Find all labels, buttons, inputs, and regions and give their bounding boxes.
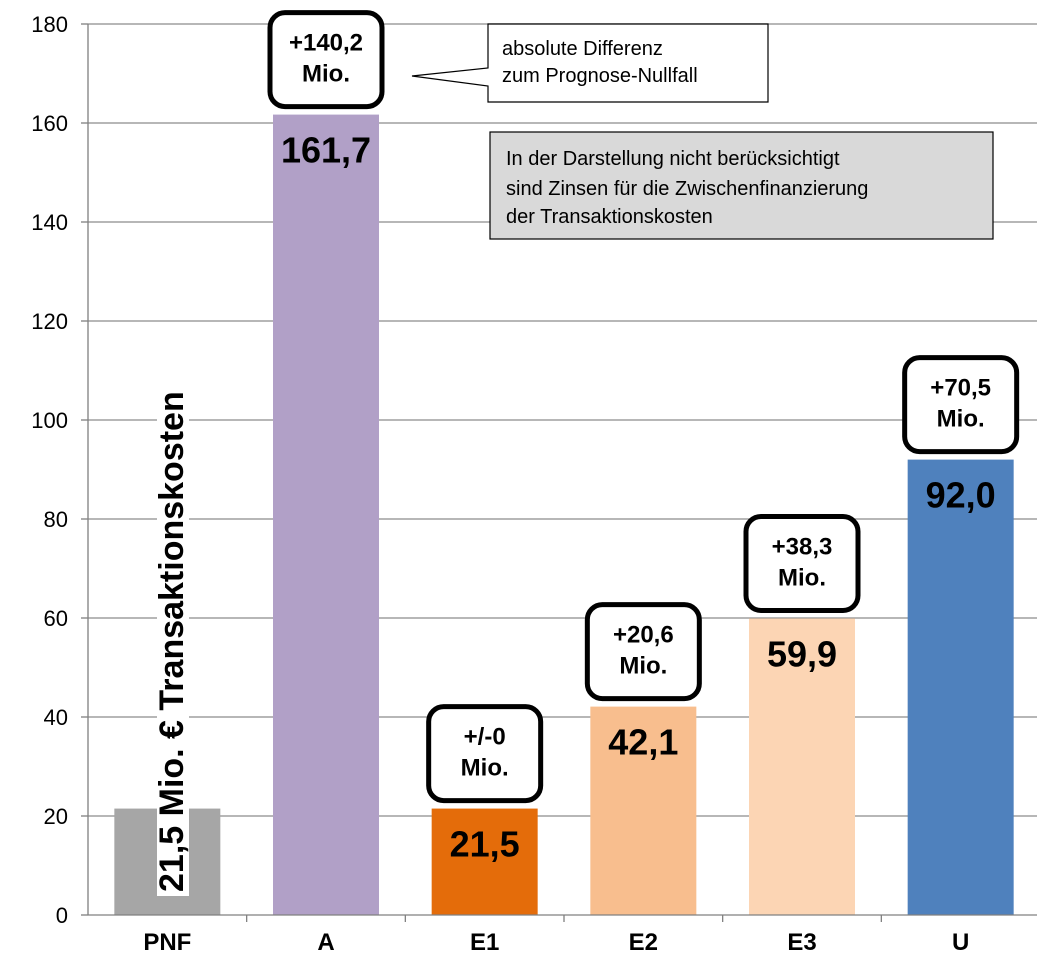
diff-badge-e1: +/-0 Mio. — [426, 704, 544, 804]
y-tick-labels: 0 20 40 60 80 100 120 140 160 180 — [31, 12, 68, 928]
diff-badge-text-a-0: +140,2 — [289, 30, 363, 57]
diff-badge-text-e2-0: +20,6 — [613, 622, 674, 649]
diff-badge-box-e2 — [584, 602, 702, 702]
bar-a — [273, 114, 379, 915]
diff-badge-a: +140,2 Mio. — [267, 10, 385, 110]
x-tick-label-e2: E2 — [629, 929, 658, 956]
data-label-e2: 42,1 — [608, 722, 678, 763]
diff-badge-u: +70,5 Mio. — [902, 355, 1020, 455]
diff-badge-box-e1 — [426, 704, 544, 804]
bars — [114, 114, 1014, 915]
y-tick-label-160: 160 — [31, 111, 68, 136]
diff-badge-text-e1-1: Mio. — [461, 755, 509, 782]
diff-badge-text-u-0: +70,5 — [930, 375, 991, 402]
data-label-e1: 21,5 — [450, 824, 520, 865]
y-tick-label-120: 120 — [31, 309, 68, 334]
diff-badge-text-e3-1: Mio. — [778, 564, 826, 591]
x-tick-label-a: A — [317, 929, 334, 956]
x-tick-label-e3: E3 — [787, 929, 816, 956]
data-label-u: 92,0 — [926, 475, 996, 516]
callout-line-1: absolute Differenz — [502, 38, 663, 60]
callout-line-2: zum Prognose-Nullfall — [502, 65, 698, 87]
data-labels: 161,7 21,5 42,1 59,9 92,0 — [281, 130, 996, 865]
pnf-vertical-label: 21,5 Mio. € Transaktionskosten — [153, 391, 191, 892]
y-tick-label-140: 140 — [31, 210, 68, 235]
axes — [81, 23, 1037, 922]
x-tick-labels: PNF A E1 E2 E3 U — [143, 929, 969, 956]
diff-badge-box-a — [267, 10, 385, 110]
diff-badge-text-a-1: Mio. — [302, 61, 350, 88]
y-tick-label-100: 100 — [31, 408, 68, 433]
y-tick-label-80: 80 — [44, 507, 68, 532]
y-tick-label-40: 40 — [44, 705, 68, 730]
bar-u — [907, 459, 1014, 915]
y-tick-label-20: 20 — [44, 804, 68, 829]
diff-badge-text-u-1: Mio. — [937, 406, 985, 433]
data-label-e3: 59,9 — [767, 633, 837, 674]
diff-badge-e3: +38,3 Mio. — [743, 513, 861, 613]
x-tick-label-e1: E1 — [470, 929, 499, 956]
y-tick-label-60: 60 — [44, 606, 68, 631]
diff-badge-box-e3 — [743, 513, 861, 613]
difference-badges: +140,2Mio.+/-0Mio.+20,6Mio.+38,3Mio.+70,… — [267, 10, 1020, 804]
data-label-a: 161,7 — [281, 130, 371, 171]
interest-note: In der Darstellung nicht berücksichtigt … — [489, 131, 994, 240]
diff-badge-text-e2-1: Mio. — [619, 653, 667, 680]
y-tick-label-180: 180 — [31, 12, 68, 37]
callout-shape — [411, 23, 769, 103]
diff-badge-e2: +20,6 Mio. — [584, 602, 702, 702]
diff-badge-box-u — [902, 355, 1020, 455]
bar-e3 — [749, 618, 855, 915]
note-line-3: der Transaktionskosten — [506, 206, 713, 228]
x-tick-label-pnf: PNF — [143, 929, 191, 956]
bar-e2 — [590, 706, 697, 915]
difference-callout: absolute Differenz zum Prognose-Nullfall — [411, 23, 769, 103]
diff-badge-text-e3-0: +38,3 — [772, 533, 833, 560]
y-tick-label-0: 0 — [56, 903, 68, 928]
note-line-1: In der Darstellung nicht berücksichtigt — [506, 148, 840, 170]
diff-badge-text-e1-0: +/-0 — [464, 724, 506, 751]
note-line-2: sind Zinsen für die Zwischenfinanzierung — [506, 178, 868, 200]
note-box — [489, 131, 994, 240]
x-tick-label-u: U — [952, 929, 969, 956]
pnf-label-backing — [157, 387, 189, 896]
bar-e1 — [431, 808, 538, 915]
